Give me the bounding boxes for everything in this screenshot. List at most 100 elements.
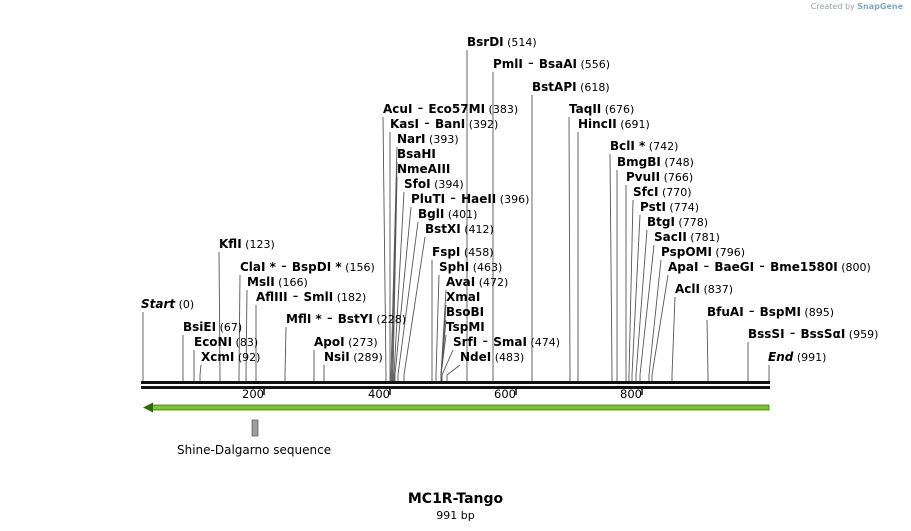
cut-position: (483) (491, 351, 524, 364)
cut-position: (742) (645, 140, 678, 153)
cut-position: (228) (373, 313, 406, 326)
enzyme-name: HaeII (461, 192, 496, 206)
site-bsrdi[interactable]: BsrDI (514) (466, 35, 537, 381)
enzyme-name: NsiI (324, 350, 350, 364)
site-pluti-haeii[interactable]: PluTI - HaeII (396) (394, 188, 529, 381)
backbone-bottom-strand (141, 386, 770, 389)
site-clai-bspdi[interactable]: ClaI * - BspDI * (156) (238, 256, 375, 381)
site-label: PstI (774) (640, 200, 699, 214)
site-btgi[interactable]: BtgI (778) (635, 215, 708, 381)
site-ndei[interactable]: NdeI (483) (446, 350, 524, 381)
enzyme-name: BsaAI (539, 57, 577, 71)
site-fspi[interactable]: FspI (458) (431, 245, 493, 381)
site-nari[interactable]: NarI (393) (390, 132, 459, 381)
site-kasi-bani[interactable]: KasI - BanI (392) (389, 113, 498, 381)
cut-position: (67) (216, 321, 242, 334)
enzyme-name: ClaI * (240, 260, 277, 274)
site-sfci[interactable]: SfcI (770) (628, 185, 692, 381)
orf-arrow[interactable] (143, 402, 770, 413)
site-pspomi[interactable]: PspOMI (796) (648, 245, 745, 381)
site-taqii[interactable]: TaqII (676) (568, 102, 634, 381)
site-leader-line (218, 251, 221, 381)
site-apoi[interactable]: ApoI (273) (313, 335, 378, 381)
cut-position: (837) (700, 283, 733, 296)
enzyme-name: PvuII (626, 170, 660, 184)
site-sphi[interactable]: SphI (463) (435, 260, 502, 381)
marker-label: End (991) (768, 350, 826, 364)
enzyme-name: Eco57MI (428, 102, 485, 116)
cut-position: (748) (661, 156, 694, 169)
site-hincii[interactable]: HincII (691) (577, 117, 650, 381)
marker-label: Start (0) (141, 297, 194, 311)
site-sfoi[interactable]: SfoI (394) (393, 177, 464, 381)
site-label: ClaI * - BspDI * (156) (240, 256, 375, 275)
enzyme-name: TspMI (446, 320, 485, 334)
site-apai-baegi-bme1580i[interactable]: ApaI - BaeGI - Bme1580I (800) (651, 256, 871, 381)
enzyme-name: BstAPI (532, 80, 577, 94)
site-msli[interactable]: MslI (166) (245, 275, 308, 381)
enzyme-name: MflI * (286, 312, 322, 326)
site-leader-line (382, 116, 387, 381)
site-label: PmlI - BsaAI (556) (493, 53, 610, 72)
site-pvuii[interactable]: PvuII (766) (625, 170, 693, 381)
site-acui-eco57mi[interactable]: AcuI - Eco57MI (383) (382, 98, 518, 381)
site-mfli-bstyi[interactable]: MflI * - BstYI (228) (284, 308, 406, 381)
feature-shine-dalgarno[interactable]: Shine-Dalgarno sequence (177, 419, 331, 457)
marker-name: Start (141, 297, 176, 311)
site-kfli[interactable]: KflI (123) (218, 237, 275, 381)
enzyme-name: BspDI * (292, 260, 342, 274)
site-bgli[interactable]: BglI (401) (397, 207, 477, 381)
cut-position: (463) (469, 261, 502, 274)
site-bsssi-bsss-i[interactable]: BssSI - BssSαI (959) (747, 323, 878, 381)
cut-position: (796) (712, 246, 745, 259)
backbone-top-strand (141, 381, 770, 384)
cut-position: (472) (475, 276, 508, 289)
enzyme-name: AvaI (446, 275, 475, 289)
site-label: MflI * - BstYI (228) (286, 308, 406, 327)
marker-position: (0) (175, 298, 194, 311)
site-label: BsoBI (446, 305, 484, 319)
site-leader-line (397, 221, 419, 381)
site-afliii-smli[interactable]: AflIII - SmlI (182) (255, 286, 366, 381)
enzyme-name: BclI * (610, 139, 646, 153)
site-bfuai-bspmi[interactable]: BfuAI - BspMI (895) (706, 301, 834, 381)
enzyme-name: BglI (418, 207, 444, 221)
site-tspmi[interactable]: TspMI (440, 320, 485, 381)
ruler-tick-600: 600 (494, 387, 517, 401)
site-bmgbi[interactable]: BmgBI (748) (616, 155, 694, 381)
site-xcmi[interactable]: XcmI (92) (199, 350, 260, 381)
site-nsii[interactable]: NsiI (289) (323, 350, 383, 381)
cut-position: (676) (601, 103, 634, 116)
site-label: ApoI (273) (314, 335, 378, 349)
cut-position: (83) (232, 336, 258, 349)
enzyme-name: EcoNI (194, 335, 232, 349)
site-label: SrfI - SmaI (474) (453, 331, 560, 350)
cut-position: (766) (660, 171, 693, 184)
enzyme-name: BstYI (338, 312, 373, 326)
enzyme-name: SfoI (404, 177, 431, 191)
cut-position: (770) (658, 186, 691, 199)
enzyme-name: BstXI (425, 222, 461, 236)
site-bsahi[interactable]: BsaHI (391, 147, 436, 381)
enzyme-name: BtgI (647, 215, 675, 229)
enzyme-name: BsoBI (446, 305, 484, 319)
site-psti[interactable]: PstI (774) (631, 200, 699, 381)
cut-position: (774) (666, 201, 699, 214)
site-pmli-bsaai[interactable]: PmlI - BsaAI (556) (492, 53, 610, 381)
site-sacii[interactable]: SacII (781) (639, 230, 720, 381)
cut-position: (412) (461, 223, 494, 236)
site-nmeaiii[interactable]: NmeAIII (392, 162, 450, 381)
tick-label: 800 (620, 387, 642, 401)
site-acli[interactable]: AclI (837) (671, 282, 733, 381)
site-bstapi[interactable]: BstAPI (618) (531, 80, 610, 381)
site-leader-line (393, 191, 405, 381)
site-label: BglI (401) (418, 207, 477, 221)
site-bcli[interactable]: BclI * (742) (609, 139, 678, 381)
tick-label: 400 (368, 387, 390, 401)
site-bsiei[interactable]: BsiEI (67) (182, 320, 242, 381)
site-bstxi[interactable]: BstXI (412) (403, 222, 494, 381)
site-srfi-smai[interactable]: SrfI - SmaI (474) (441, 331, 560, 381)
cut-position: (800) (838, 261, 871, 274)
site-econi[interactable]: EcoNI (83) (193, 335, 258, 381)
cut-position: (383) (485, 103, 518, 116)
